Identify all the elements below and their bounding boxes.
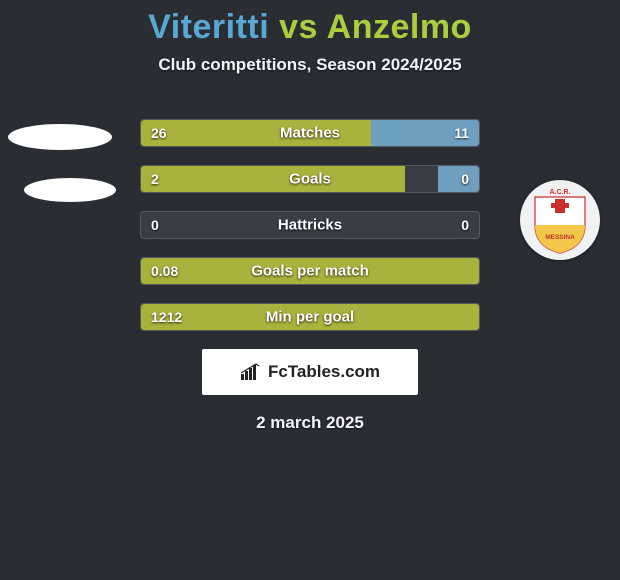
stat-fill-right [438,166,479,192]
stat-value-left: 1212 [151,309,182,325]
stat-fill-left [141,166,405,192]
stat-value-left: 0 [151,217,159,233]
stat-row: Matches 26 11 [140,119,480,147]
stat-row: Min per goal 1212 [140,303,480,331]
title-player1: Viteritti [148,8,269,46]
stat-value-left: 26 [151,125,167,141]
title-vs: vs [279,8,318,46]
stat-label: Min per goal [266,309,354,326]
stat-label: Goals per match [251,263,369,280]
subtitle: Club competitions, Season 2024/2025 [0,55,620,75]
stat-value-right: 0 [461,217,469,233]
stat-value-left: 2 [151,171,159,187]
stat-row: Hattricks 0 0 [140,211,480,239]
title: Viteritti vs Anzelmo [0,0,620,47]
fctables-text: FcTables.com [268,362,380,382]
stat-row: Goals 2 0 [140,165,480,193]
stat-value-right: 11 [454,125,469,141]
stat-value-left: 0.08 [151,263,178,279]
bar-chart-icon [240,363,262,381]
stat-label: Goals [289,171,331,188]
stat-label: Matches [280,125,340,142]
stat-value-right: 0 [461,171,469,187]
date: 2 march 2025 [0,413,620,433]
title-player2: Anzelmo [327,8,472,46]
fctables-badge: FcTables.com [202,349,418,395]
stat-label: Hattricks [278,217,342,234]
comparison-chart: Matches 26 11 Goals 2 0 Hattricks 0 0 Goals per m… [0,119,620,331]
stat-row: Goals per match 0.08 [140,257,480,285]
